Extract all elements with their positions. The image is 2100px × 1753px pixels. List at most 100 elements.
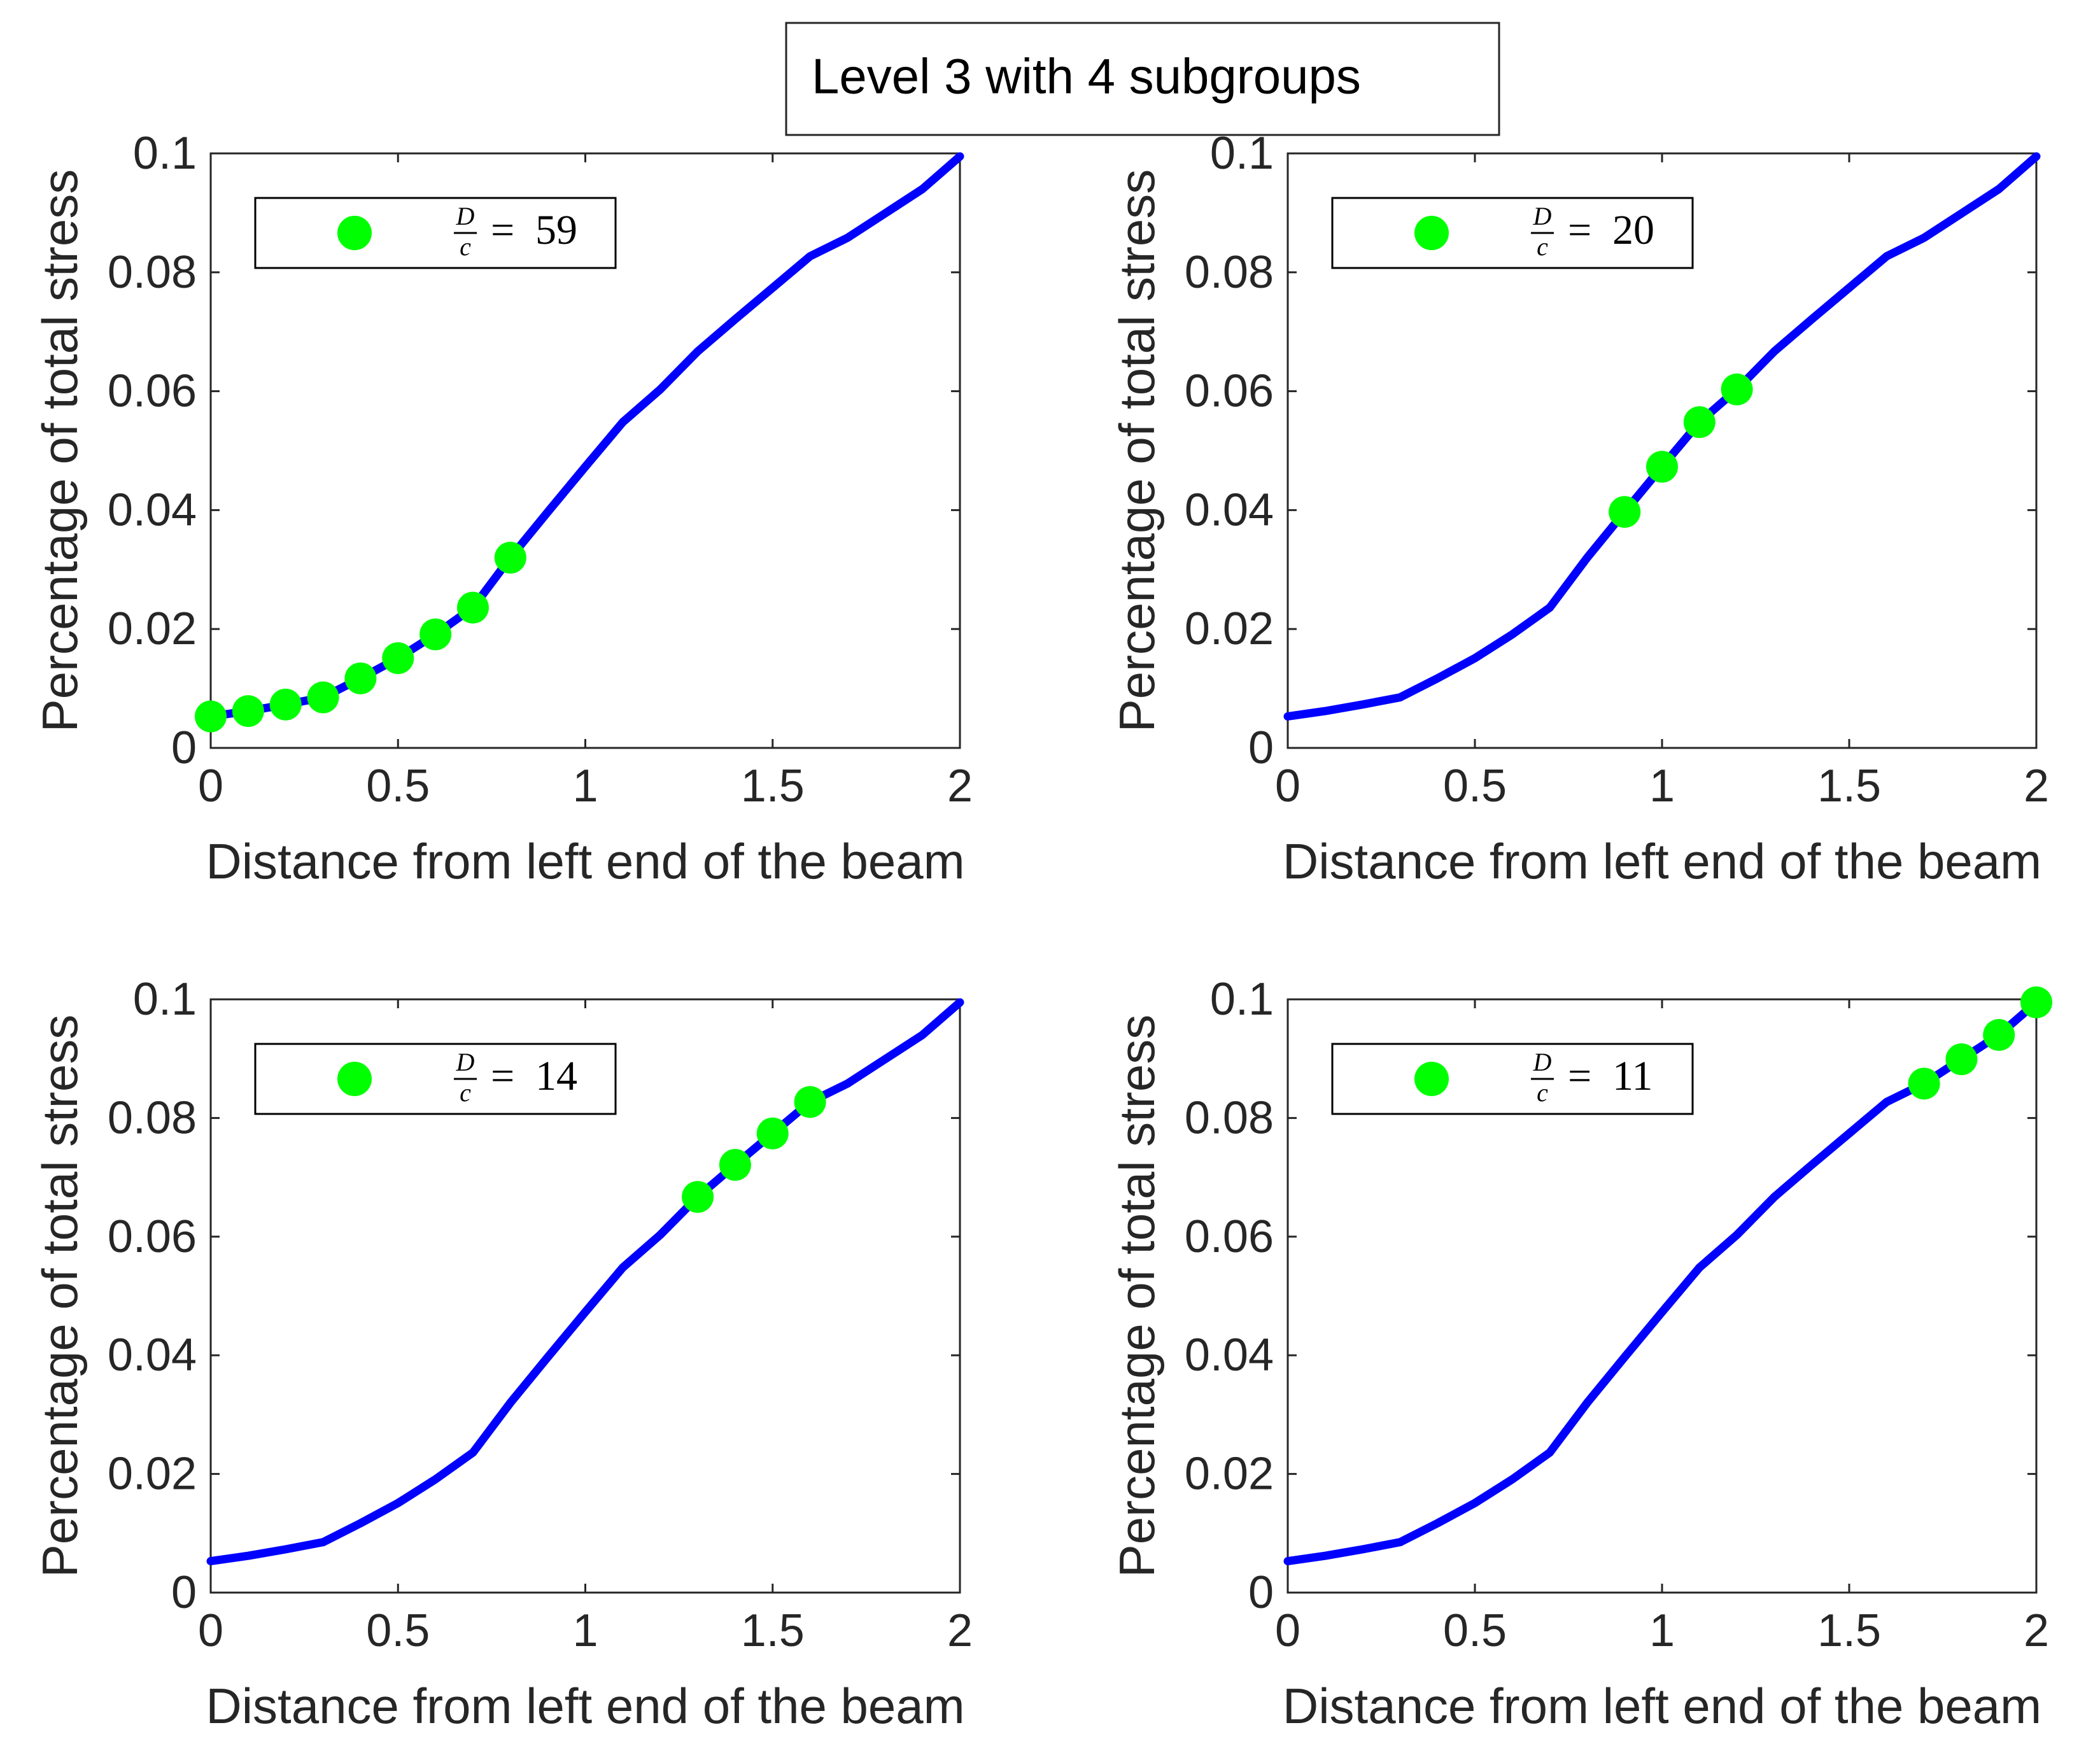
y-tick-label: 0.06 [1185, 1211, 1274, 1262]
y-tick-label: 0 [1248, 1567, 1274, 1618]
legend-fraction-numerator: D [456, 202, 475, 230]
legend-fraction-denominator: c [1537, 1078, 1548, 1107]
y-tick-label: 0.08 [1185, 247, 1274, 298]
legend-marker [337, 1062, 372, 1096]
y-tick-label: 0 [1248, 722, 1274, 773]
x-tick-label: 1.5 [1817, 1605, 1881, 1656]
y-tick-label: 0.06 [108, 366, 197, 417]
figure-title: Level 3 with 4 subgroups [785, 22, 1500, 136]
data-point [494, 542, 526, 574]
y-tick-label: 0.04 [108, 1330, 197, 1381]
legend-value: 20 [1612, 207, 1654, 253]
legend-box [1331, 197, 1694, 269]
legend-fraction-numerator: D [1533, 1048, 1552, 1076]
y-tick-label: 0 [171, 1567, 197, 1618]
legend-marker [1414, 1062, 1449, 1096]
x-tick-label: 0.5 [1443, 761, 1507, 812]
x-tick-label: 0 [1275, 761, 1300, 812]
data-point [1721, 373, 1753, 405]
data-point [344, 662, 377, 694]
y-tick-label: 0.08 [108, 247, 197, 298]
data-point [1983, 1018, 2015, 1051]
legend: Dc = 11 [1331, 1043, 1694, 1115]
legend-marker [337, 216, 372, 250]
data-point [1945, 1043, 1978, 1076]
y-tick-label: 0.08 [108, 1092, 197, 1143]
legend-box [1331, 1043, 1694, 1115]
y-tick-label: 0 [171, 722, 197, 773]
data-point [382, 642, 414, 674]
legend-fraction-denominator: c [460, 1078, 471, 1107]
legend-fraction-denominator: c [460, 232, 471, 261]
legend-equals: = [491, 207, 514, 253]
data-point [2020, 986, 2052, 1018]
y-tick-label: 0.04 [108, 484, 197, 535]
y-axis-label: Percentage of total stress [32, 169, 88, 732]
x-tick-label: 2 [947, 761, 973, 812]
y-tick-label: 0.06 [1185, 366, 1274, 417]
y-tick-label: 0.08 [1185, 1092, 1274, 1143]
legend-equals: = [491, 1053, 514, 1099]
legend-value: 11 [1612, 1053, 1653, 1099]
data-point [1683, 406, 1716, 439]
x-tick-label: 0.5 [366, 1605, 430, 1656]
x-tick-label: 0.5 [1443, 1605, 1507, 1656]
y-tick-label: 0.02 [1185, 603, 1274, 654]
x-tick-label: 1.5 [741, 761, 805, 812]
y-axis-label: Percentage of total stress [1109, 1015, 1165, 1577]
subplot-4: 0 0.5 1 1.5 2 0 0.02 0.04 0.06 0.08 0.1 Distance fr… [1109, 974, 2052, 1734]
data-point [1646, 451, 1678, 483]
data-point [456, 591, 489, 624]
data-point [1609, 496, 1641, 528]
data-point [682, 1181, 714, 1213]
figure-title-text: Level 3 with 4 subgroups [812, 48, 1361, 104]
x-axis-label: Distance from left end of the beam [1283, 1678, 2041, 1734]
y-tick-label: 0.02 [108, 1449, 197, 1500]
x-tick-label: 1 [1649, 1605, 1675, 1656]
data-point [719, 1149, 751, 1181]
data-point [195, 700, 227, 733]
legend-marker [1414, 216, 1449, 250]
x-tick-label: 0.5 [366, 761, 430, 812]
x-tick-label: 1.5 [1817, 761, 1881, 812]
data-point [232, 695, 264, 728]
y-axis-label: Percentage of total stress [1109, 169, 1165, 732]
x-axis-label: Distance from left end of the beam [1283, 833, 2041, 889]
figure-title-box [785, 22, 1500, 136]
y-tick-label: 0.04 [1185, 1330, 1274, 1381]
y-tick-label: 0.06 [108, 1211, 197, 1262]
data-point [1908, 1067, 1940, 1100]
legend-equals: = [1568, 207, 1591, 253]
legend-value: 14 [535, 1053, 577, 1099]
data-point [756, 1117, 789, 1150]
y-tick-label: 0.1 [1210, 974, 1274, 1025]
x-tick-label: 1.5 [741, 1605, 805, 1656]
data-point [419, 618, 452, 651]
legend: Dc = 59 [254, 197, 617, 269]
legend-equals: = [1568, 1053, 1591, 1099]
y-tick-label: 0.02 [108, 603, 197, 654]
legend: Dc = 20 [1331, 197, 1694, 269]
x-tick-label: 2 [947, 1605, 973, 1656]
legend-fraction-numerator: D [456, 1048, 475, 1076]
y-tick-label: 0.1 [133, 974, 197, 1025]
legend-fraction-denominator: c [1537, 232, 1548, 261]
y-tick-label: 0.1 [133, 128, 197, 179]
series-line [206, 998, 964, 1566]
x-tick-label: 0 [198, 1605, 223, 1656]
x-tick-label: 1 [1649, 761, 1675, 812]
legend-box [254, 197, 617, 269]
x-tick-label: 0 [1275, 1605, 1300, 1656]
subplot-1: 0 0.5 1 1.5 2 0 0.02 0.04 0.06 0.08 0.1 Distance fr… [32, 128, 973, 889]
subplot-3: 0 0.5 1 1.5 2 0 0.02 0.04 0.06 0.08 0.1 Distance fr… [32, 974, 973, 1734]
x-tick-label: 2 [2024, 1605, 2049, 1656]
legend-value: 59 [535, 207, 577, 253]
y-tick-label: 0.02 [1185, 1449, 1274, 1500]
data-point [269, 688, 302, 721]
x-tick-label: 1 [572, 1605, 598, 1656]
x-tick-label: 2 [2024, 761, 2049, 812]
y-tick-label: 0.04 [1185, 484, 1274, 535]
data-point [307, 681, 339, 714]
